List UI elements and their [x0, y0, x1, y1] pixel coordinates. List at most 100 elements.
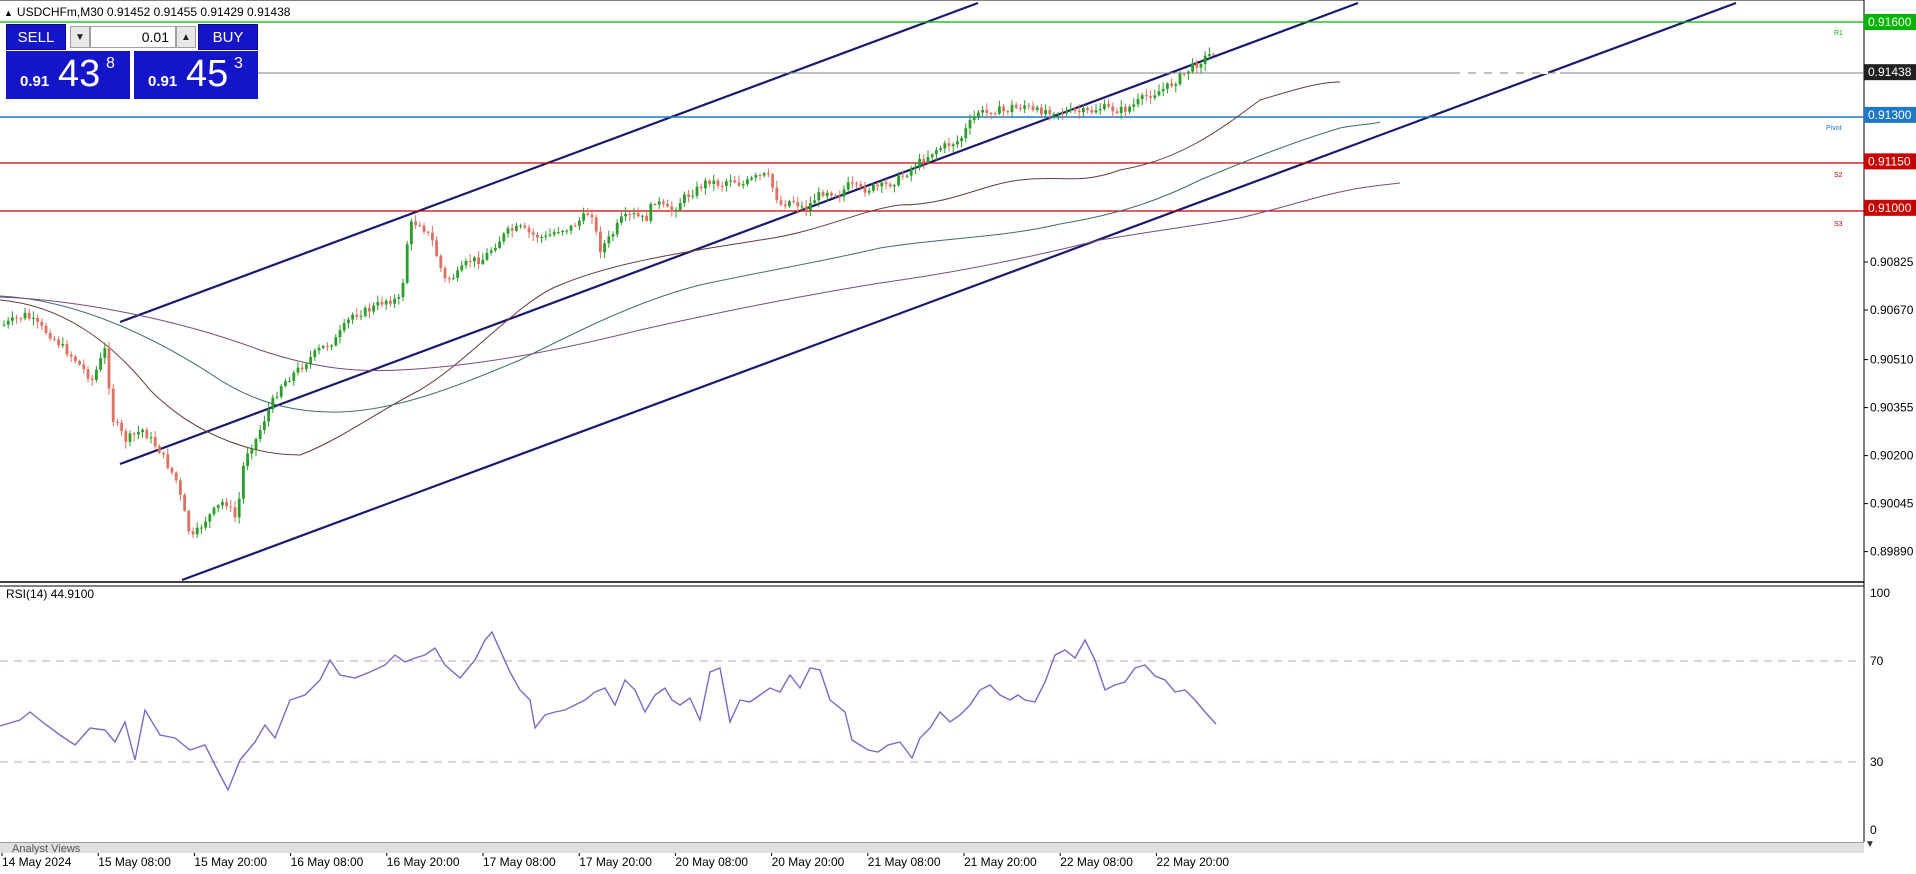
- candle: [779, 195, 783, 207]
- candle: [804, 199, 808, 217]
- candle: [351, 312, 354, 325]
- candle: [590, 209, 594, 224]
- candle: [834, 193, 837, 198]
- candle: [111, 383, 115, 427]
- level-tag-pivot: Pivot: [1826, 125, 1842, 132]
- candle: [905, 173, 909, 179]
- trend-channel[interactable]: [119, 1, 1737, 582]
- level-price-tag[interactable]: 0.91150: [1864, 153, 1916, 170]
- candle: [44, 323, 48, 335]
- scroll-down-icon[interactable]: ▼: [1865, 839, 1875, 850]
- candle: [128, 430, 132, 447]
- candle: [989, 111, 993, 120]
- candle: [783, 200, 787, 209]
- level-price-tag[interactable]: 0.91600: [1864, 14, 1916, 30]
- candle: [338, 324, 342, 344]
- time-axis-label: 16 May 20:00: [387, 855, 460, 869]
- sell-price-box[interactable]: 0.91 43 8: [6, 51, 130, 99]
- channel-middle-line[interactable]: [119, 1, 1359, 466]
- candle: [1090, 105, 1094, 115]
- candle: [867, 187, 871, 196]
- candle: [796, 196, 800, 213]
- candle: [1195, 59, 1199, 73]
- lot-size-input[interactable]: [90, 26, 176, 48]
- candlestick-series[interactable]: [2, 47, 1215, 539]
- candle: [1119, 100, 1123, 120]
- candle: [275, 391, 279, 400]
- candle: [754, 172, 758, 182]
- sell-button[interactable]: SELL: [6, 24, 66, 50]
- candle: [737, 175, 741, 188]
- buy-button[interactable]: BUY: [198, 24, 258, 50]
- candle: [1199, 59, 1203, 74]
- candle: [296, 362, 300, 376]
- time-axis-label: 15 May 20:00: [194, 855, 267, 869]
- candle: [254, 437, 258, 457]
- candle: [1140, 92, 1144, 106]
- candle: [624, 207, 627, 222]
- candle: [494, 243, 497, 253]
- candle: [460, 260, 464, 272]
- candle: [32, 311, 35, 326]
- candle: [456, 266, 459, 282]
- candle: [981, 106, 984, 116]
- candle: [712, 174, 716, 191]
- candle: [523, 222, 527, 230]
- current-price-tag[interactable]: 0.91438: [1864, 64, 1916, 81]
- candle: [11, 311, 14, 326]
- candle: [1170, 78, 1173, 89]
- buy-price-box[interactable]: 0.91 45 3: [134, 51, 258, 99]
- candle: [1128, 104, 1131, 115]
- candle: [767, 168, 770, 178]
- horizontal-scroll-strip[interactable]: [0, 842, 1864, 853]
- lot-decrease-icon[interactable]: ▼: [70, 26, 90, 48]
- collapse-triangle-icon[interactable]: ▲: [4, 8, 13, 18]
- candle: [1035, 105, 1039, 113]
- candle: [695, 181, 699, 199]
- candle: [246, 447, 249, 471]
- lot-increase-icon[interactable]: ▲: [176, 26, 196, 48]
- candle: [960, 135, 963, 148]
- candle: [821, 189, 825, 198]
- time-axis-label: 20 May 08:00: [675, 855, 748, 869]
- price-axis[interactable]: 0.90825 0.90670 0.90510 0.90355 0.90200 0.900…: [1864, 14, 1916, 559]
- level-price-tag[interactable]: 0.91000: [1864, 199, 1916, 216]
- candle: [1027, 102, 1031, 110]
- candle: [855, 181, 858, 189]
- candle: [720, 181, 724, 192]
- time-axis[interactable]: 14 May 2024 15 May 08:00 15 May 20:00 16 Ma…: [1, 852, 1229, 869]
- level-price-tag[interactable]: 0.91300: [1864, 106, 1916, 123]
- candle: [23, 307, 27, 321]
- candle: [200, 524, 203, 535]
- candle: [116, 418, 119, 426]
- candle: [431, 225, 434, 247]
- candle: [208, 512, 212, 528]
- candle: [216, 504, 220, 513]
- candle: [1069, 102, 1073, 114]
- candle: [321, 344, 325, 350]
- buy-price-prefix: 0.91: [148, 73, 178, 90]
- rsi-panel[interactable]: RSI(14) 44.9100 100 70 30 0: [0, 586, 1890, 837]
- candle: [237, 491, 241, 524]
- channel-bottom-line[interactable]: [181, 1, 1737, 582]
- candle: [1149, 90, 1152, 105]
- candle: [443, 265, 447, 283]
- candle: [187, 509, 191, 535]
- candle: [435, 236, 438, 258]
- candle: [149, 432, 153, 444]
- candle: [758, 173, 762, 181]
- candle: [267, 402, 270, 427]
- candle: [326, 342, 329, 352]
- candle: [872, 183, 875, 193]
- candle: [19, 316, 23, 323]
- candle: [78, 359, 81, 366]
- candle: [393, 294, 396, 309]
- candle: [439, 253, 443, 272]
- candle: [725, 178, 728, 192]
- candle: [775, 180, 779, 204]
- candle: [342, 318, 346, 333]
- candle: [1052, 112, 1056, 120]
- candle: [376, 295, 380, 311]
- candle: [1107, 99, 1110, 109]
